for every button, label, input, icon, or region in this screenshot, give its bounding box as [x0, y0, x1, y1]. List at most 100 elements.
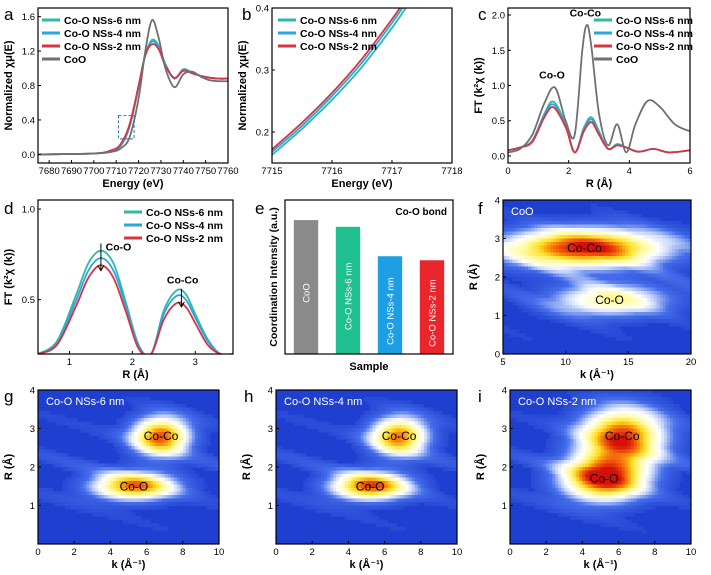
heatmap-cell — [531, 228, 535, 233]
heatmap-cell — [450, 467, 455, 472]
legend-label: Co-O NSs-6 nm — [64, 15, 141, 27]
heatmap-cell — [417, 488, 422, 493]
heatmap-cell — [152, 477, 157, 482]
heatmap-cell — [550, 214, 554, 219]
heatmap-cell — [342, 467, 346, 472]
heatmap-cell — [546, 298, 551, 303]
heatmap-cell — [546, 315, 551, 320]
y-tick-label: 0.3 — [256, 66, 269, 77]
heatmap-cell — [294, 495, 298, 500]
heatmap-cell — [603, 273, 607, 278]
heatmap-cell — [116, 435, 121, 440]
heatmap-cell — [197, 495, 202, 500]
heatmap-cell — [161, 477, 166, 482]
heatmap-cell — [71, 498, 75, 503]
heatmap-cell — [107, 470, 111, 475]
heatmap-cell — [176, 432, 181, 437]
heatmap-cell — [282, 498, 286, 503]
heatmap-cell — [128, 463, 133, 468]
heatmap-cell — [432, 488, 437, 493]
heatmap-cell — [435, 449, 440, 454]
panel-a: 7680 7690 7700 7710 7720 7730 7740 7750 77600.00… — [3, 5, 239, 190]
heatmap-cell — [637, 263, 642, 268]
heatmap-cell — [351, 432, 356, 437]
heatmap-cell — [170, 404, 175, 409]
heatmap-cell — [381, 453, 386, 458]
heatmap-cell — [609, 390, 614, 395]
heatmap-cell — [435, 456, 440, 461]
heatmap-cell — [324, 428, 328, 433]
heatmap-cell — [578, 277, 582, 282]
heatmap-cell — [188, 456, 193, 461]
heatmap-cell — [366, 505, 371, 510]
heatmap-cell — [390, 484, 395, 489]
heatmap-cell — [537, 217, 542, 222]
heatmap-cell — [333, 491, 337, 496]
heatmap-cell — [191, 474, 196, 479]
heatmap-cell — [603, 301, 607, 306]
peak-label: Co-Co — [567, 241, 602, 255]
heatmap-cell — [155, 418, 160, 423]
heatmap-cell — [669, 238, 673, 243]
heatmap-cell — [176, 411, 181, 416]
heatmap-cell — [396, 446, 401, 451]
heatmap-cell — [101, 509, 105, 514]
heatmap-cell — [423, 484, 428, 489]
heatmap-cell — [53, 453, 57, 458]
heatmap-cell — [351, 428, 356, 433]
heatmap-cell — [276, 488, 280, 493]
heatmap-cell — [420, 421, 425, 426]
heatmap-cell — [339, 425, 343, 430]
heatmap-cell — [381, 463, 386, 468]
heatmap-cell — [405, 502, 410, 507]
heatmap-cell — [600, 294, 604, 299]
heatmap-cell — [631, 221, 636, 226]
heatmap-cell — [378, 439, 383, 444]
heatmap-cell — [300, 453, 304, 458]
heatmap-cell — [101, 435, 105, 440]
heatmap-cell — [101, 491, 105, 496]
heatmap-cell — [378, 421, 383, 426]
heatmap-cell — [618, 287, 623, 292]
heatmap-cell — [681, 294, 686, 299]
heatmap-cell — [678, 270, 683, 275]
heatmap-cell — [556, 298, 560, 303]
heatmap-cell — [408, 446, 413, 451]
heatmap-cell — [185, 414, 190, 419]
heatmap-cell — [521, 249, 526, 254]
heatmap-cell — [678, 231, 683, 236]
heatmap-cell — [95, 498, 99, 503]
heatmap-cell — [559, 277, 564, 282]
heatmap-cell — [570, 397, 574, 402]
heatmap-cell — [116, 481, 121, 486]
heatmap-cell — [593, 329, 598, 334]
heatmap-cell — [648, 397, 653, 402]
heatmap-cell — [38, 453, 42, 458]
heatmap-cell — [155, 470, 160, 475]
heatmap-cell — [590, 277, 595, 282]
y-tick-label: 2.0 — [492, 11, 505, 22]
heatmap-cell — [143, 488, 148, 493]
heatmap-cell — [203, 453, 208, 458]
heatmap-cell — [553, 305, 557, 310]
heatmap-cell — [309, 505, 313, 510]
heatmap-cell — [518, 221, 523, 226]
heatmap-cell — [553, 259, 557, 264]
heatmap-cell — [408, 495, 413, 500]
heatmap-cell — [506, 228, 510, 233]
heatmap-cell — [381, 456, 386, 461]
heatmap-cell — [672, 231, 676, 236]
heatmap-cell — [615, 266, 620, 271]
heatmap-cell — [447, 456, 452, 461]
heatmap-cell — [92, 474, 96, 479]
heatmap-cell — [396, 418, 401, 423]
heatmap-cell — [375, 404, 380, 409]
heatmap-cell — [420, 435, 425, 440]
heatmap-cell — [357, 453, 362, 458]
heatmap-cell — [149, 404, 154, 409]
heatmap-cell — [194, 446, 199, 451]
heatmap-cell — [631, 287, 636, 292]
heatmap-cell — [306, 421, 310, 426]
heatmap-cell — [650, 273, 654, 278]
heatmap-cell — [191, 456, 196, 461]
